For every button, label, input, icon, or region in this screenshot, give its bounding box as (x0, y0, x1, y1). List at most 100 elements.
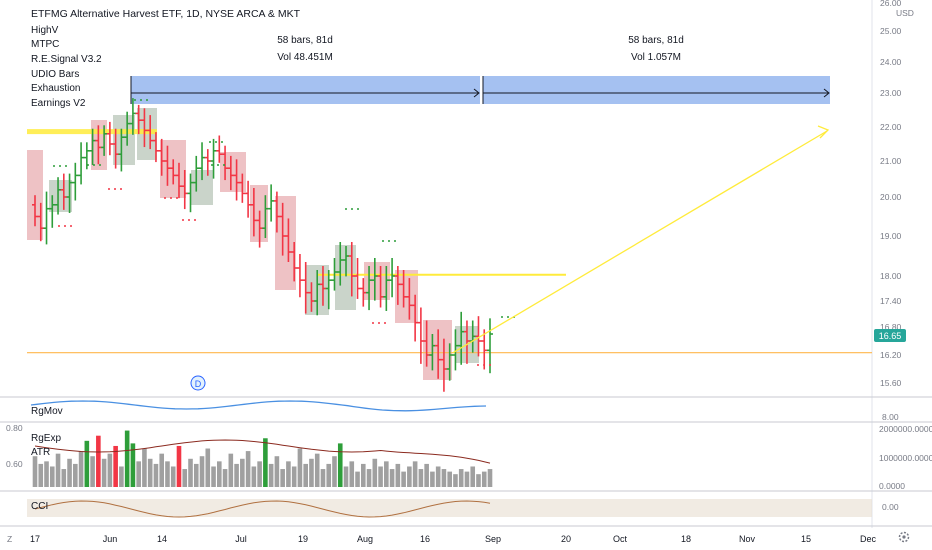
volume-bar (44, 461, 49, 487)
signal-dot (223, 164, 225, 166)
signal-dot (70, 225, 72, 227)
time-axis: 17 Jun 14 Jul 19 Aug 16 Sep 20 Oct 18 Nov 15 Dec (30, 534, 877, 544)
price-tick-label: 16.80 (880, 322, 902, 332)
time-tick-label: 17 (30, 534, 40, 544)
indicator-label[interactable]: Exhaustion (31, 83, 80, 94)
volume-bar (360, 463, 366, 487)
rgmov-axis-tick: 8.00 (882, 412, 899, 422)
volume-bar (124, 430, 130, 487)
time-tick-label: 15 (801, 534, 811, 544)
price-tick-label: 19.00 (880, 231, 902, 241)
cci-axis-tick: 0.00 (882, 502, 899, 512)
rgmov-label[interactable]: RgMov (31, 406, 63, 417)
range-bars-label: 58 bars, 81d (277, 35, 333, 46)
volume-bar (55, 453, 61, 487)
timezone-toggle-icon[interactable]: Z (7, 534, 12, 544)
range-measure-box[interactable] (483, 76, 830, 104)
indicator-label[interactable]: R.E.Signal V3.2 (31, 54, 102, 65)
volume-bar (199, 456, 205, 487)
range-volume-label: Vol 1.057M (631, 52, 681, 63)
price-axis-ticks: 26.00 25.00 24.00 23.00 22.00 21.00 20.00 19.00… (880, 0, 902, 388)
volume-bar (90, 456, 95, 487)
volume-bar (418, 469, 424, 487)
signal-dot (378, 322, 380, 324)
volume-right-tick: 1000000.0000 (879, 453, 932, 463)
volume-bar (401, 471, 406, 487)
volume-bar (101, 458, 107, 487)
volume-bar (73, 463, 78, 487)
signal-dot (357, 208, 359, 210)
volume-bar (96, 435, 101, 487)
volume-bar (263, 438, 268, 487)
volume-bar (464, 471, 470, 487)
indicator-label[interactable]: HighV (31, 25, 59, 36)
volume-bar (107, 453, 113, 487)
volume-left-tick: 0.80 (6, 423, 23, 433)
range-measure-group[interactable] (130, 76, 830, 104)
range-arrow-head (473, 88, 480, 98)
volume-bar (119, 466, 124, 487)
volume-bar (142, 448, 147, 487)
rgexp-label[interactable]: RgExp (31, 433, 61, 444)
rgmov-pane (30, 400, 487, 412)
volume-bar (441, 469, 447, 487)
indicator-label[interactable]: Earnings V2 (31, 98, 86, 109)
signal-dot (108, 188, 110, 190)
gear-icon[interactable] (898, 531, 910, 543)
projection-line[interactable] (452, 125, 830, 354)
signal-dot (215, 141, 217, 143)
indicator-label[interactable]: MTPC (31, 39, 59, 50)
time-tick-label: 18 (681, 534, 691, 544)
signal-dot (146, 99, 148, 101)
volume-bar (337, 443, 343, 487)
signal-dot (120, 188, 122, 190)
signal-dot (501, 316, 503, 318)
signal-dot (93, 164, 95, 166)
signal-dot (394, 240, 396, 242)
volume-bar (193, 463, 199, 487)
current-price-badge (874, 329, 906, 342)
volume-bar (320, 469, 326, 487)
volume-bar (188, 458, 193, 487)
currency-label: USD (896, 8, 914, 18)
volume-bar (424, 463, 429, 487)
earnings-icon[interactable] (190, 375, 206, 391)
range-volume-label: Vol 48.451M (277, 52, 333, 63)
signal-dot (164, 197, 166, 199)
signal-dot (58, 225, 60, 227)
volume-bar (481, 471, 487, 487)
cci-line (34, 500, 491, 518)
signal-dot (209, 141, 211, 143)
time-tick-label: Nov (739, 534, 756, 544)
projection-trend-line[interactable] (452, 130, 828, 354)
earnings-marker-label: D (195, 379, 202, 389)
volume-bar (470, 466, 476, 487)
volume-right-tick: 2000000.0000 (879, 424, 932, 434)
time-tick-label: 16 (420, 534, 430, 544)
range-measure-box[interactable] (131, 76, 480, 104)
volume-bar (453, 474, 458, 487)
atr-label[interactable]: ATR (31, 447, 50, 458)
volume-bar (32, 456, 38, 487)
cci-label[interactable]: CCI (31, 501, 48, 512)
volume-bar (349, 461, 355, 487)
signal-dot (65, 165, 67, 167)
price-tick-label: 21.00 (880, 156, 902, 166)
signal-dot (170, 197, 172, 199)
volume-bar (395, 463, 401, 487)
signal-dot (221, 141, 223, 143)
volume-bar (389, 469, 395, 487)
volume-bar (182, 469, 188, 487)
volume-bar (251, 466, 257, 487)
price-tick-label: 18.00 (880, 271, 902, 281)
volume-bar (447, 471, 452, 487)
rgmov-line (30, 400, 487, 412)
projection-arrow-head (817, 125, 830, 139)
volume-bar (476, 474, 481, 487)
signal-dot (388, 240, 390, 242)
signal-dot (384, 322, 386, 324)
volume-bar (228, 453, 234, 487)
indicator-label[interactable]: UDIO Bars (31, 69, 79, 80)
price-tick-label: 25.00 (880, 26, 902, 36)
